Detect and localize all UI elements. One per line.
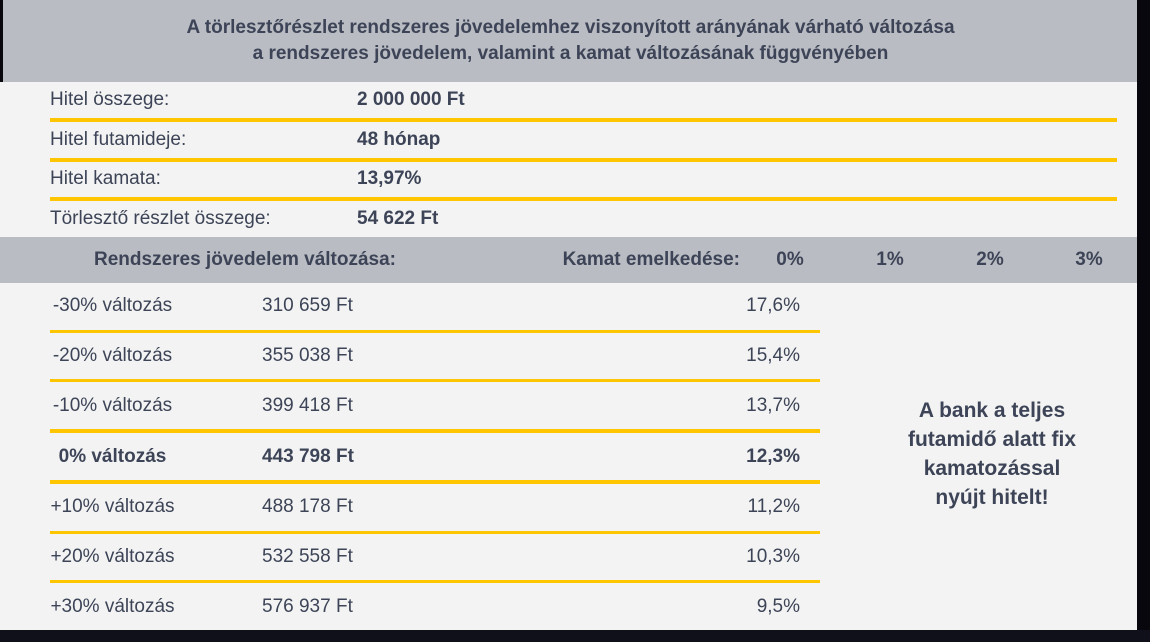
ratio-cell: 15,4% — [746, 345, 800, 367]
rate-col-1: 1% — [876, 249, 904, 270]
installment-value: 54 622 Ft — [357, 208, 439, 230]
loan-info-section: Hitel összege: 2 000 000 Ft Hitel futami… — [50, 82, 1117, 237]
title-band: A törlesztőrészlet rendszeres jövedelemh… — [0, 0, 1138, 82]
loan-amount-value: 2 000 000 Ft — [357, 88, 465, 110]
income-change-cell: -20% változás — [52, 345, 173, 367]
loan-amount-label: Hitel összege: — [50, 88, 170, 110]
income-amount-cell: 443 798 Ft — [262, 445, 354, 467]
installment-row: Törlesztő részlet összege: 54 622 Ft — [50, 201, 1117, 237]
table-header-band: Rendszeres jövedelem változása: Kamat em… — [0, 237, 1138, 283]
income-amount-cell: 355 038 Ft — [262, 345, 353, 367]
income-change-header: Rendszeres jövedelem változása: — [93, 249, 397, 270]
page-title-line1: A törlesztőrészlet rendszeres jövedelemh… — [186, 17, 955, 38]
income-change-cell: +10% változás — [50, 496, 175, 518]
ratio-cell: 17,6% — [746, 295, 800, 317]
fixed-rate-note: A bank a teljes futamidő alatt fix kamat… — [868, 396, 1116, 512]
ratio-cell: 13,7% — [746, 394, 800, 416]
income-amount-cell: 488 178 Ft — [262, 496, 353, 518]
loan-rate-row: Hitel kamata: 13,97% — [50, 162, 1117, 202]
table-row: -20% változás 355 038 Ft 15,4% — [50, 333, 820, 383]
loan-rate-label: Hitel kamata: — [50, 168, 161, 190]
rate-col-0: 0% — [776, 249, 804, 270]
income-change-cell: -10% változás — [52, 394, 173, 416]
income-change-cell: -30% változás — [52, 295, 173, 317]
ratio-cell: 10,3% — [746, 545, 800, 567]
table-row: +30% változás 576 937 Ft 9,5% — [50, 583, 820, 630]
income-amount-cell: 310 659 Ft — [262, 295, 353, 317]
rate-col-2: 2% — [976, 249, 1004, 270]
loan-rate-value: 13,97% — [357, 168, 422, 190]
loan-amount-row: Hitel összege: 2 000 000 Ft — [50, 82, 1117, 122]
table-row: +10% változás 488 178 Ft 11,2% — [50, 484, 820, 534]
income-change-cell: +20% változás — [50, 545, 175, 567]
installment-label: Törlesztő részlet összege: — [50, 208, 271, 230]
note-line: kamatozással — [923, 457, 1061, 480]
page-title-line2: a rendszeres jövedelem, valamint a kamat… — [252, 43, 889, 64]
loan-term-label: Hitel futamideje: — [50, 128, 187, 150]
loan-term-row: Hitel futamideje: 48 hónap — [50, 122, 1117, 162]
bottom-edge-bar — [0, 630, 1150, 642]
rate-increase-header: Kamat emelkedése: — [562, 249, 740, 270]
table-row: +20% változás 532 558 Ft 10,3% — [50, 534, 820, 584]
table-row: -10% változás 399 418 Ft 13,7% — [50, 382, 820, 434]
loan-term-value: 48 hónap — [357, 128, 441, 150]
ratio-cell: 11,2% — [747, 496, 800, 518]
table-row-baseline: 0% változás 443 798 Ft 12,3% — [50, 433, 820, 484]
income-amount-cell: 532 558 Ft — [262, 545, 353, 567]
ratio-cell: 9,5% — [756, 595, 800, 617]
income-change-cell: +30% változás — [50, 595, 175, 617]
right-edge-strip — [1137, 0, 1150, 642]
note-line: futamidő alatt fix — [907, 428, 1076, 451]
income-amount-cell: 576 937 Ft — [262, 595, 353, 617]
rate-col-3: 3% — [1075, 249, 1103, 270]
ratio-cell: 12,3% — [746, 445, 800, 467]
note-line: A bank a teljes — [918, 399, 1066, 422]
table-row: -30% változás 310 659 Ft 17,6% — [50, 283, 820, 333]
income-amount-cell: 399 418 Ft — [262, 394, 353, 416]
income-change-cell: 0% változás — [58, 445, 167, 467]
note-line: nyújt hitelt! — [935, 486, 1049, 509]
ratio-table-body: -30% változás 310 659 Ft 17,6% -20% vált… — [50, 283, 820, 630]
